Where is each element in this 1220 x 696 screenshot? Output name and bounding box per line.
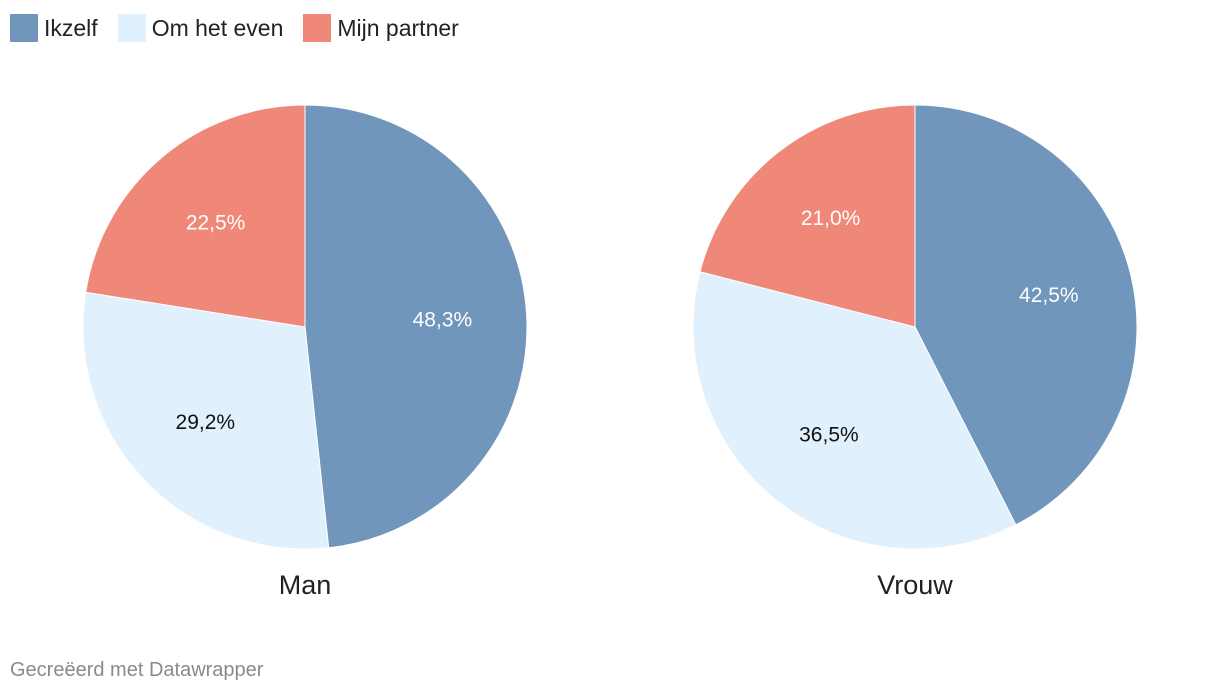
pie-slice-vrouw-ikzelf (914, 104, 1138, 526)
legend-swatch-mijn-partner (303, 14, 332, 42)
slice-label-vrouw-mijn-partner: 21,0% (801, 207, 861, 230)
pie-slice-vrouw-mijn-partner (699, 104, 916, 328)
slice-label-vrouw-om-het-even: 36,5% (799, 423, 859, 446)
pie-title-man: Man (279, 570, 332, 600)
pie-chart-man: 48,3% 29,2% 22,5% Man (82, 104, 528, 600)
pie-slice-vrouw-om-het-even (692, 271, 1017, 550)
chart-legend: Ikzelf Om het even Mijn partner (10, 12, 479, 44)
slice-label-vrouw-ikzelf: 42,5% (1019, 284, 1079, 307)
legend-item-ikzelf: Ikzelf (10, 14, 98, 42)
pie-slice-man-om-het-even (82, 291, 330, 550)
slice-label-man-ikzelf: 48,3% (413, 309, 473, 332)
legend-item-mijn-partner: Mijn partner (303, 14, 459, 42)
pie-slice-man-mijn-partner (85, 104, 306, 328)
legend-swatch-om-het-even (117, 14, 146, 42)
slice-label-man-om-het-even: 29,2% (176, 411, 236, 434)
pie-slice-man-ikzelf (304, 104, 528, 549)
legend-item-om-het-even: Om het even (117, 14, 284, 42)
legend-label-mijn-partner: Mijn partner (337, 15, 459, 41)
legend-swatch-ikzelf (10, 14, 38, 42)
pie-chart-vrouw: 42,5% 36,5% 21,0% Vrouw (692, 104, 1138, 600)
footer-credit: Gecreëerd met Datawrapper (10, 659, 264, 681)
pie-title-vrouw: Vrouw (877, 570, 953, 600)
slice-label-man-mijn-partner: 22,5% (186, 211, 246, 234)
legend-label-om-het-even: Om het even (151, 15, 284, 41)
legend-label-ikzelf: Ikzelf (44, 15, 98, 41)
